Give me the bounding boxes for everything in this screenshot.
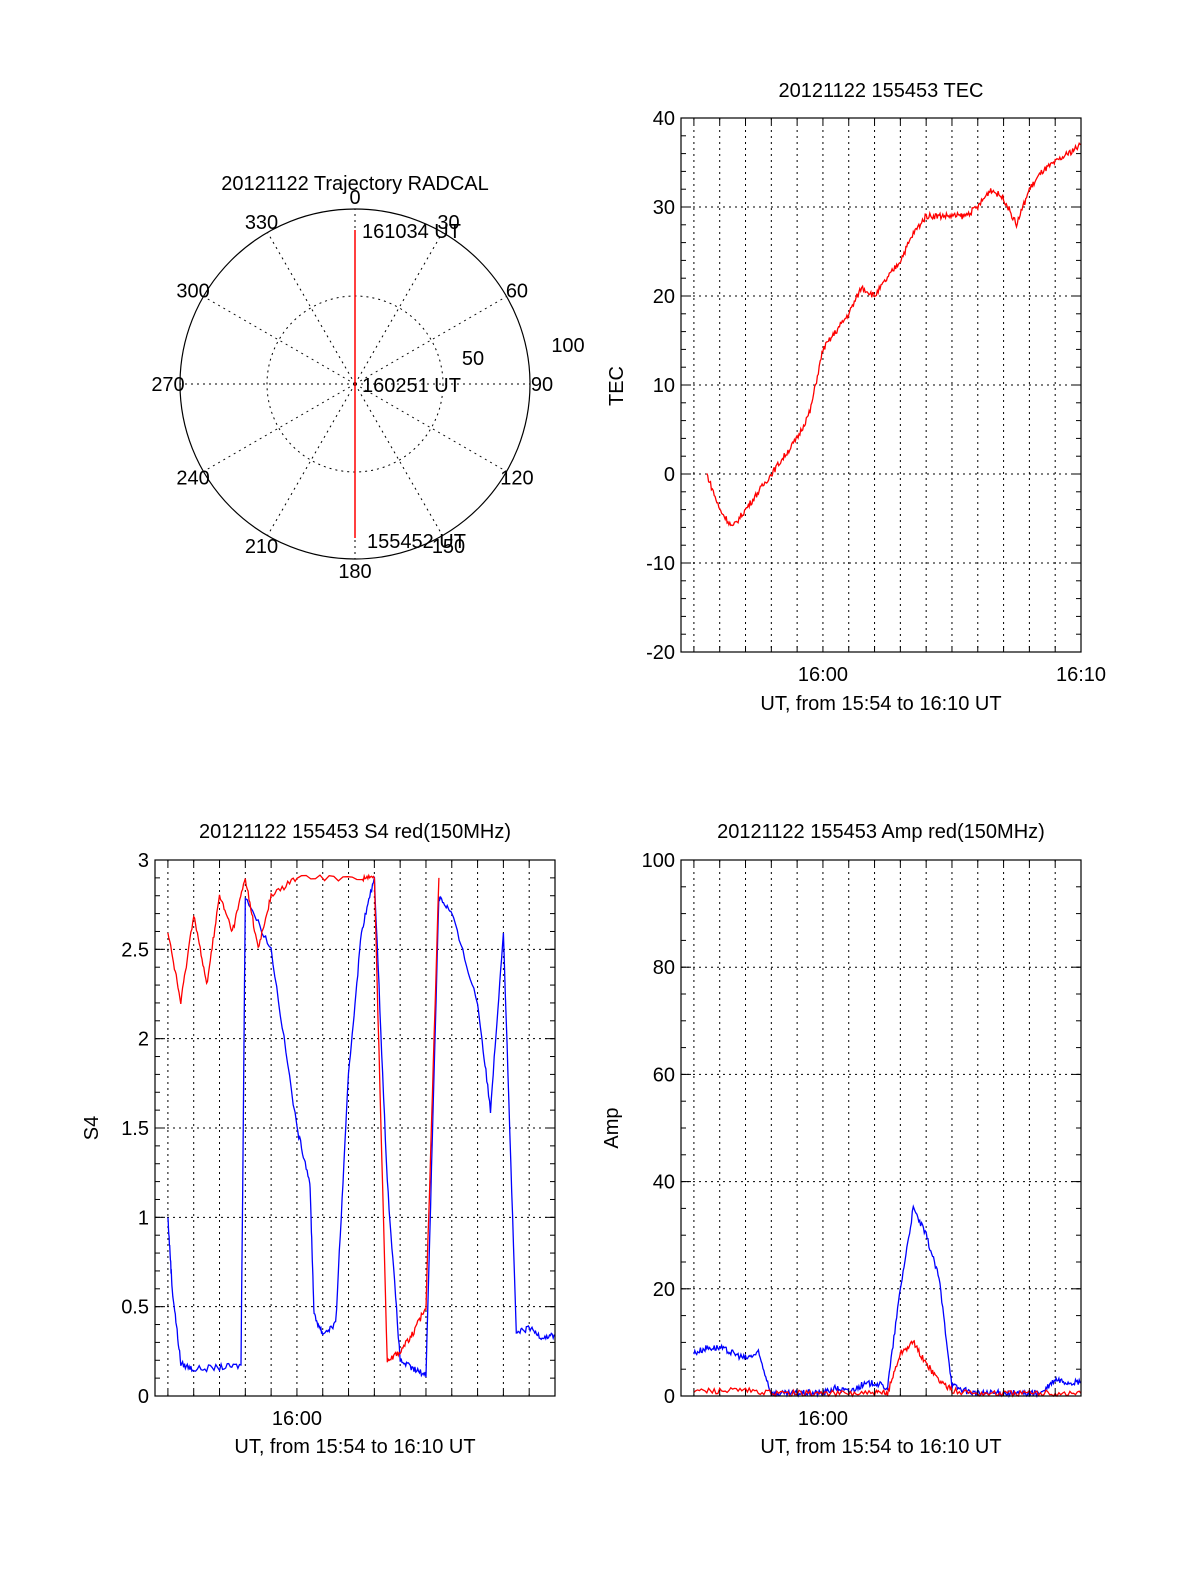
s4-xlabel: UT, from 15:54 to 16:10 UT (234, 1436, 475, 1458)
polar-spoke (354, 296, 507, 385)
s4-y-tick-label: 2.5 (121, 939, 149, 961)
amp-x-tick-label: 16:00 (798, 1408, 848, 1430)
tec-y-tick-label: -10 (646, 553, 675, 575)
polar-annotation-mid: 160251 UT (362, 375, 461, 397)
s4-title: 20121122 155453 S4 red(150MHz) (199, 821, 511, 843)
tec-x-tick-label: 16:00 (798, 664, 848, 686)
s4-y-tick-label: 0 (138, 1386, 149, 1408)
amp-series (693, 1204, 1082, 1399)
polar-outer-ring (179, 208, 531, 560)
amp-series-line (693, 1204, 1081, 1399)
amp-plot-frame (680, 859, 1082, 1397)
tec-x-tick-label: 16:10 (1056, 664, 1106, 686)
amp-title: 20121122 155453 Amp red(150MHz) (717, 821, 1045, 843)
polar-spoke (354, 232, 443, 385)
polar-azimuth-label: 60 (506, 281, 528, 303)
tec-series-line (706, 142, 1082, 527)
polar-azimuth-label: 270 (151, 374, 184, 396)
polar-azimuth-label: 150 (432, 536, 465, 558)
amp-y-tick-label: 40 (653, 1172, 675, 1194)
tec-y-tick-label: 0 (664, 464, 675, 486)
polar-azimuth-label: 300 (176, 281, 209, 303)
polar-spoke (267, 383, 356, 536)
s4-y-tick-labels: 0 0.5 1 1.5 2 2.5 3 (121, 850, 149, 1408)
polar-azimuth-label: 240 (176, 468, 209, 490)
s4-grid (155, 860, 555, 1396)
s4-y-tick-label: 1 (138, 1207, 149, 1229)
amp-ticks (681, 859, 1081, 1397)
polar-spoke (354, 383, 443, 536)
s4-panel: 20121122 155453 S4 red(150MHz) 0 0.5 1 1.5 2… (81, 821, 556, 1458)
amp-x-tick-labels: 16:00 (798, 1408, 848, 1430)
tec-series (706, 142, 1082, 527)
polar-radius-label-100: 100 (551, 335, 584, 357)
amp-y-tick-label: 0 (664, 1386, 675, 1408)
amp-ylabel: Amp (601, 1107, 623, 1148)
tec-grid (681, 118, 1081, 652)
amp-y-tick-label: 100 (642, 850, 675, 872)
s4-y-tick-label: 1.5 (121, 1118, 149, 1140)
polar-spoke (354, 383, 507, 472)
tec-y-tick-label: 10 (653, 375, 675, 397)
tec-xlabel: UT, from 15:54 to 16:10 UT (760, 693, 1001, 715)
polar-title: 20121122 Trajectory RADCAL (221, 173, 489, 195)
tec-ylabel: TEC (606, 366, 628, 406)
polar-spoke (267, 232, 356, 385)
amp-y-tick-label: 80 (653, 957, 675, 979)
s4-ylabel: S4 (81, 1116, 103, 1140)
polar-azimuth-label: 120 (500, 468, 533, 490)
s4-x-tick-labels: 16:00 (272, 1408, 322, 1430)
tec-x-tick-labels: 16:00 16:10 (798, 664, 1106, 686)
tec-y-tick-label: 30 (653, 197, 675, 219)
amp-y-tick-label: 20 (653, 1279, 675, 1301)
amp-panel: 20121122 155453 Amp red(150MHz) 0 20 40 60 8… (601, 821, 1082, 1458)
polar-annotation-start: 155452 UT (367, 531, 466, 553)
tec-y-tick-label: -20 (646, 642, 675, 664)
polar-spoke (203, 296, 356, 385)
tec-panel: 20121122 155453 TEC -20 -10 0 10 20 30 40 16:0… (606, 80, 1106, 715)
polar-spoke (203, 383, 356, 472)
s4-y-tick-label: 2 (138, 1029, 149, 1051)
polar-panel: 20121122 Trajectory RADCAL 0 30 60 90 120 150… (151, 173, 584, 583)
s4-y-tick-label: 0.5 (121, 1297, 149, 1319)
amp-grid (681, 860, 1081, 1396)
polar-azimuth-label: 0 (349, 187, 360, 209)
tec-ticks (681, 117, 1081, 653)
s4-series-line (167, 873, 440, 1363)
polar-azimuth-label: 210 (245, 536, 278, 558)
polar-radius-label-50: 50 (462, 348, 484, 370)
tec-y-tick-label: 40 (653, 108, 675, 130)
s4-series-line (167, 876, 556, 1378)
polar-annotation-end: 161034 UT (362, 221, 461, 243)
polar-azimuth-label: 180 (338, 561, 371, 583)
tec-y-tick-labels: -20 -10 0 10 20 30 40 (646, 108, 675, 664)
amp-y-tick-label: 60 (653, 1064, 675, 1086)
tec-y-tick-label: 20 (653, 286, 675, 308)
s4-y-tick-label: 3 (138, 850, 149, 872)
s4-x-tick-label: 16:00 (272, 1408, 322, 1430)
polar-azimuth-label: 30 (437, 212, 459, 234)
amp-y-tick-labels: 0 20 40 60 80 100 (642, 850, 675, 1408)
polar-azimuth-label: 90 (531, 374, 553, 396)
tec-title: 20121122 155453 TEC (779, 80, 984, 102)
polar-azimuth-labels: 0 30 60 90 120 150 180 210 240 270 300 330 (151, 187, 553, 583)
amp-xlabel: UT, from 15:54 to 16:10 UT (760, 1436, 1001, 1458)
polar-azimuth-label: 330 (245, 212, 278, 234)
s4-series (167, 873, 556, 1378)
s4-ticks (155, 859, 555, 1397)
